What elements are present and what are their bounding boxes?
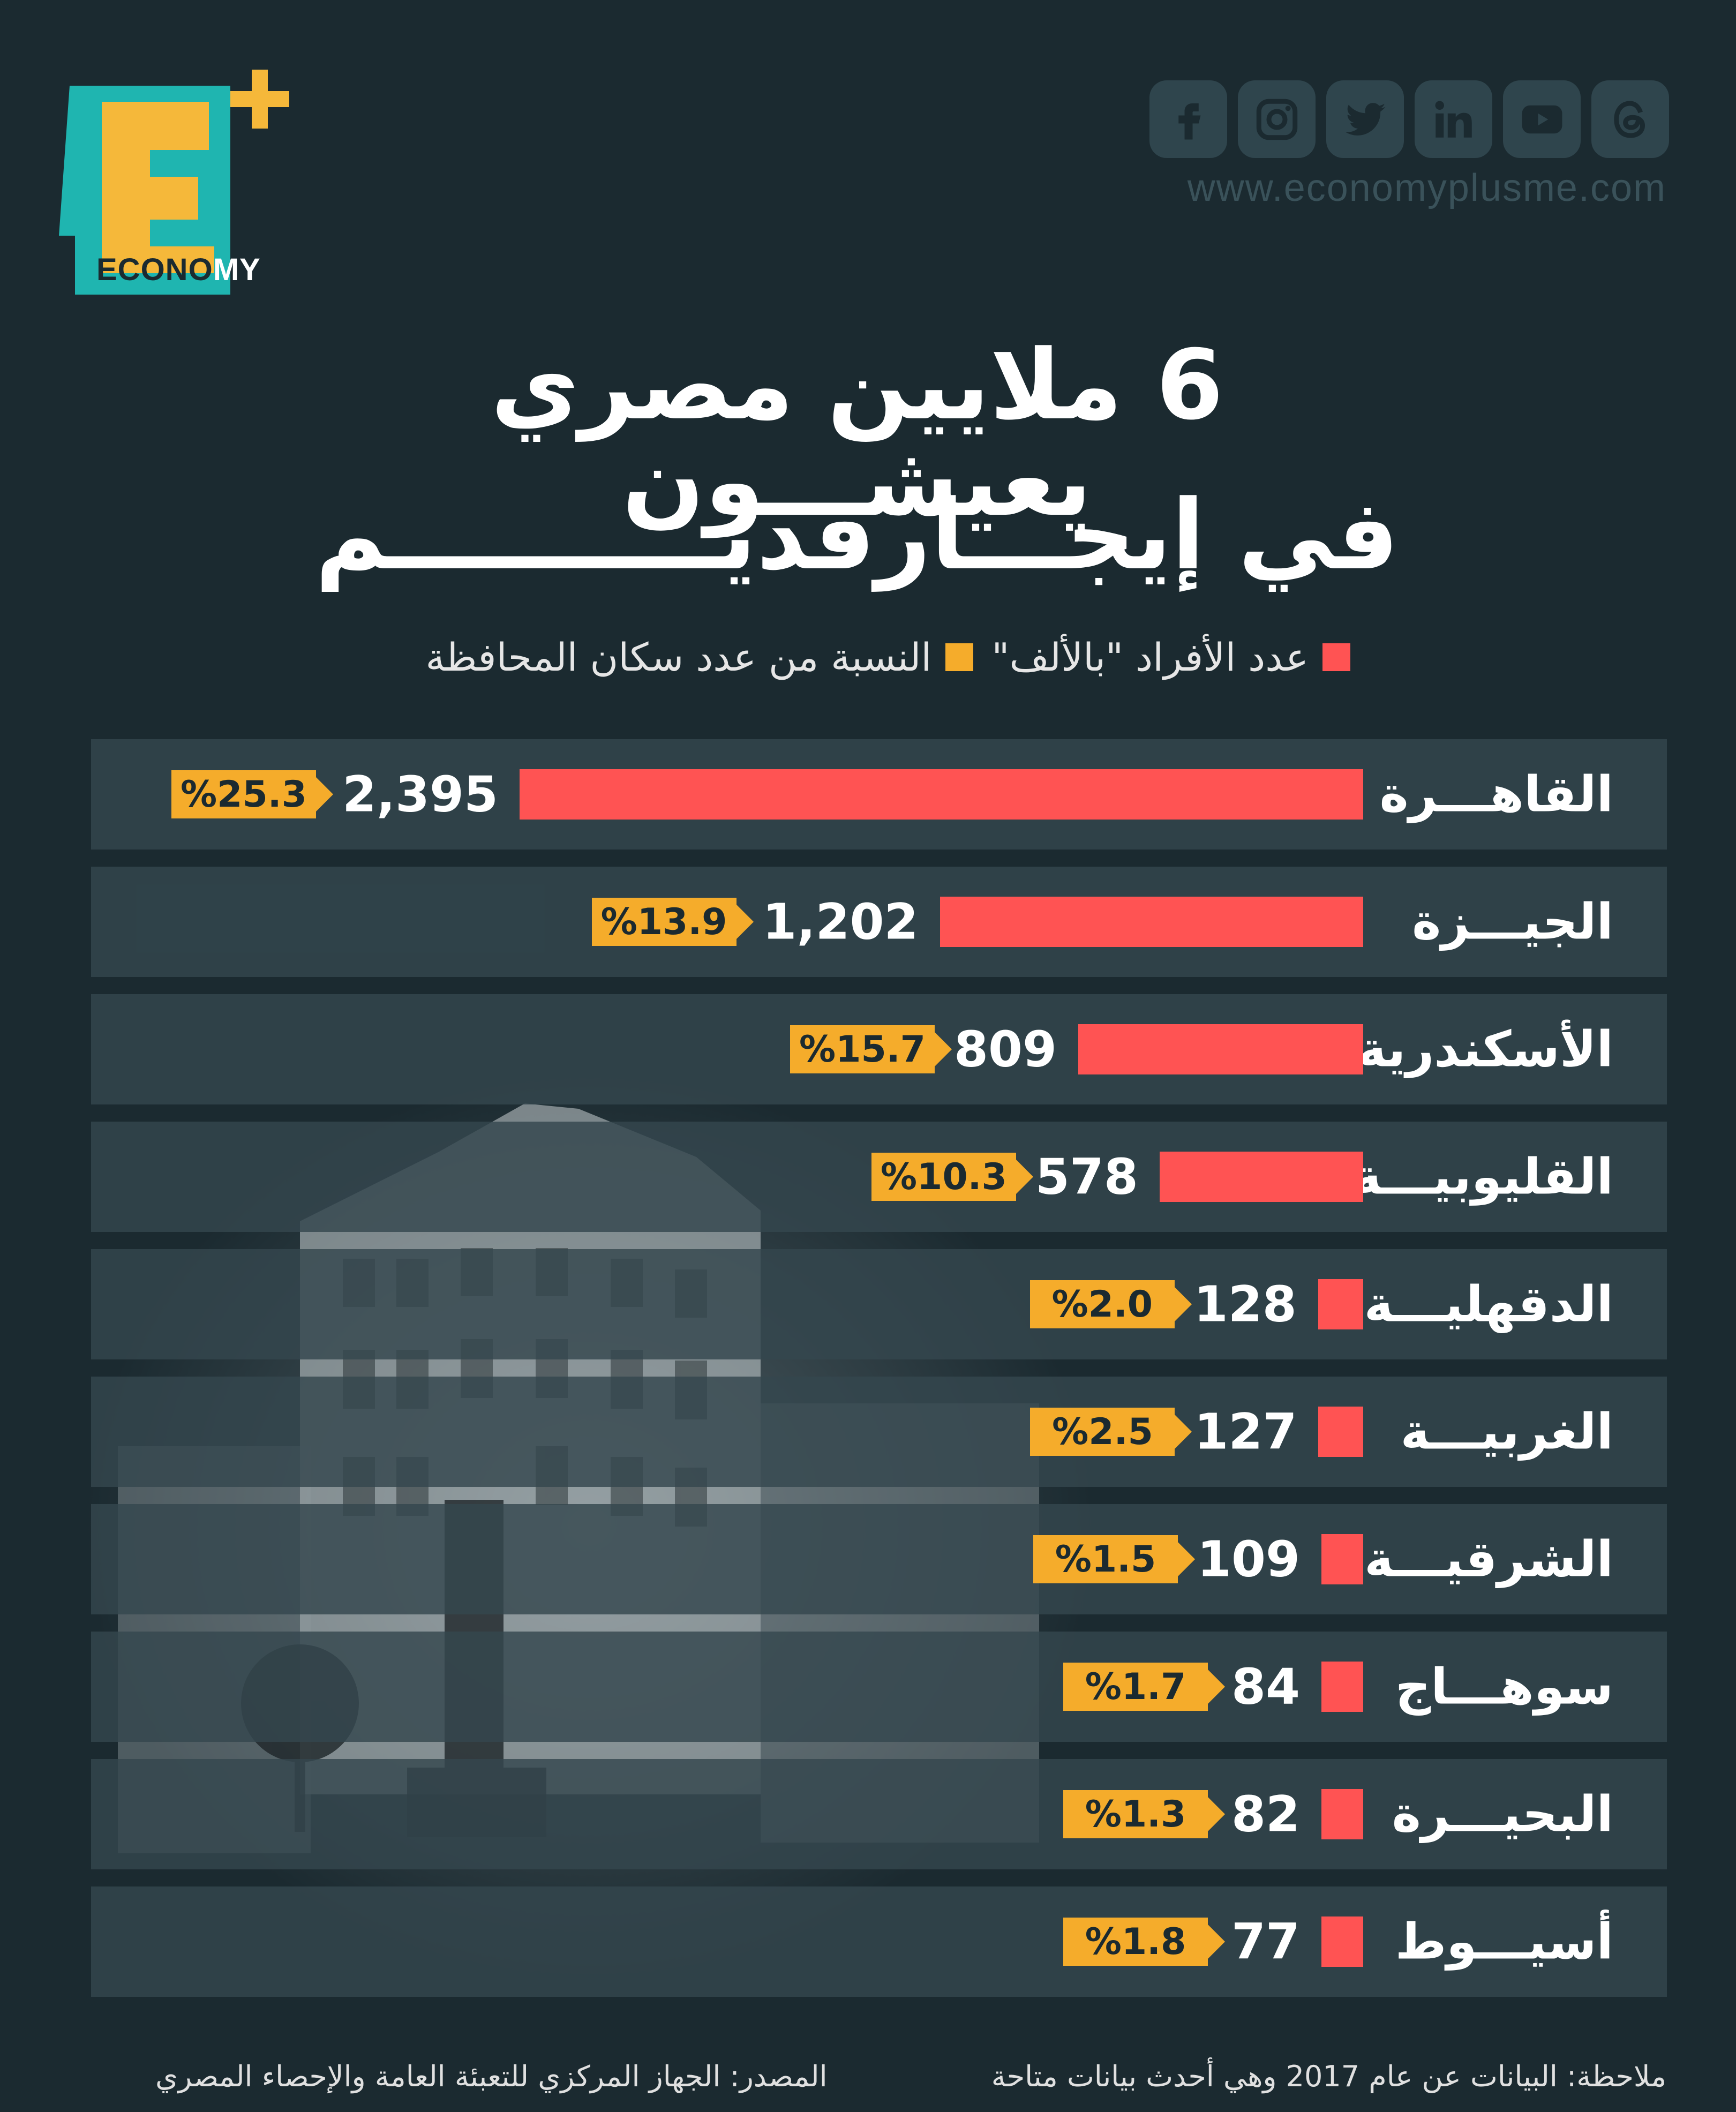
legend-item-count: عدد الأفراد "بالألف" <box>991 635 1350 680</box>
chart-row: القليوبيـــة 578 %10.3 <box>91 1122 1667 1232</box>
count-value-label: 2,395 <box>342 765 498 823</box>
economy-plus-logo <box>59 70 289 295</box>
twitter-icon[interactable] <box>1326 80 1404 158</box>
category-label: الجيـــزة <box>1412 893 1613 951</box>
count-value-label: 82 <box>1231 1785 1300 1843</box>
legend-label-count: عدد الأفراد "بالألف" <box>991 635 1309 680</box>
social-links <box>1149 80 1669 158</box>
category-label: القليوبيـــة <box>1352 1148 1613 1206</box>
share-percent-badge: %25.3 <box>171 770 333 818</box>
legend: عدد الأفراد "بالألف" النسبة من عدد سكان … <box>425 635 1350 680</box>
chart-row: أسيـــوط 77 %1.8 <box>91 1886 1667 1997</box>
chart-row: سوهـــاج 84 %1.7 <box>91 1632 1667 1742</box>
count-value-label: 84 <box>1231 1658 1300 1716</box>
logo-wordmark: ECONOMY <box>96 252 261 287</box>
count-bar <box>1318 1279 1363 1329</box>
share-percent-badge: %10.3 <box>871 1153 1033 1201</box>
legend-swatch-share <box>945 643 974 671</box>
count-value-label: 809 <box>953 1020 1057 1078</box>
instagram-icon[interactable] <box>1238 80 1316 158</box>
legend-item-share: النسبة من عدد سكان المحافظة <box>425 635 974 680</box>
count-value-label: 578 <box>1035 1148 1138 1206</box>
share-percent-badge: %13.9 <box>591 898 754 946</box>
count-bar <box>1321 1662 1363 1712</box>
share-percent-badge: %1.7 <box>1063 1663 1225 1711</box>
count-bar <box>1078 1024 1363 1074</box>
chart-row: الجيـــزة 1,202 %13.9 <box>91 867 1667 977</box>
category-label: الأسكندرية <box>1357 1020 1613 1078</box>
category-label: القاهـــرة <box>1379 765 1613 823</box>
youtube-icon[interactable] <box>1503 80 1581 158</box>
share-percent-badge: %2.5 <box>1030 1408 1192 1456</box>
share-percent-badge: %1.5 <box>1033 1535 1195 1583</box>
category-label: الدقهليـــة <box>1364 1275 1613 1333</box>
chart-row: البحيـــرة 82 %1.3 <box>91 1759 1667 1869</box>
count-bar <box>520 769 1363 820</box>
footer-source: المصدر: الجهاز المركزي للتعبئة العامة وا… <box>155 2060 828 2093</box>
legend-label-share: النسبة من عدد سكان المحافظة <box>425 635 932 680</box>
count-value-label: 1,202 <box>762 893 919 951</box>
category-label: سوهـــاج <box>1395 1658 1613 1716</box>
chart-row: الدقهليـــة 128 %2.0 <box>91 1249 1667 1359</box>
share-percent-badge: %1.8 <box>1063 1918 1225 1966</box>
count-value-label: 77 <box>1231 1913 1300 1971</box>
count-bar <box>1321 1789 1363 1839</box>
count-value-label: 127 <box>1194 1403 1297 1461</box>
website-url[interactable]: www.economyplusme.com <box>1187 167 1666 209</box>
chart-row: الشرقيـــة 109 %1.5 <box>91 1504 1667 1614</box>
chart-row: القاهـــرة 2,395 %25.3 <box>91 739 1667 850</box>
footer-note: ملاحظة: البيانات عن عام 2017 وهي أحدث بي… <box>991 2060 1666 2093</box>
count-bar <box>1321 1534 1363 1584</box>
count-bar <box>940 897 1363 947</box>
count-value-label: 128 <box>1193 1275 1297 1333</box>
share-percent-badge: %1.3 <box>1063 1790 1225 1838</box>
chart-row: الأسكندرية 809 %15.7 <box>91 994 1667 1104</box>
count-bar <box>1321 1916 1363 1967</box>
share-percent-badge: %15.7 <box>790 1025 952 1073</box>
legend-swatch-count <box>1322 643 1350 671</box>
linkedin-icon[interactable] <box>1415 80 1492 158</box>
category-label: الشرقيـــة <box>1364 1530 1613 1588</box>
count-value-label: 109 <box>1197 1530 1300 1588</box>
category-label: البحيـــرة <box>1392 1785 1613 1843</box>
facebook-icon[interactable] <box>1149 80 1227 158</box>
page-title-line-1: 6 ملايين مصري يعيشـــون <box>491 329 1223 538</box>
chart-row: الغربيـــة 127 %2.5 <box>91 1377 1667 1487</box>
category-label: الغربيـــة <box>1400 1403 1613 1461</box>
count-bar <box>1159 1152 1363 1202</box>
threads-icon[interactable] <box>1591 80 1669 158</box>
page-title-line-2: في إيجـــارقديــــــــــم <box>315 479 1399 591</box>
count-bar <box>1318 1407 1363 1457</box>
category-label: أسيـــوط <box>1395 1913 1613 1971</box>
share-percent-badge: %2.0 <box>1029 1280 1192 1328</box>
